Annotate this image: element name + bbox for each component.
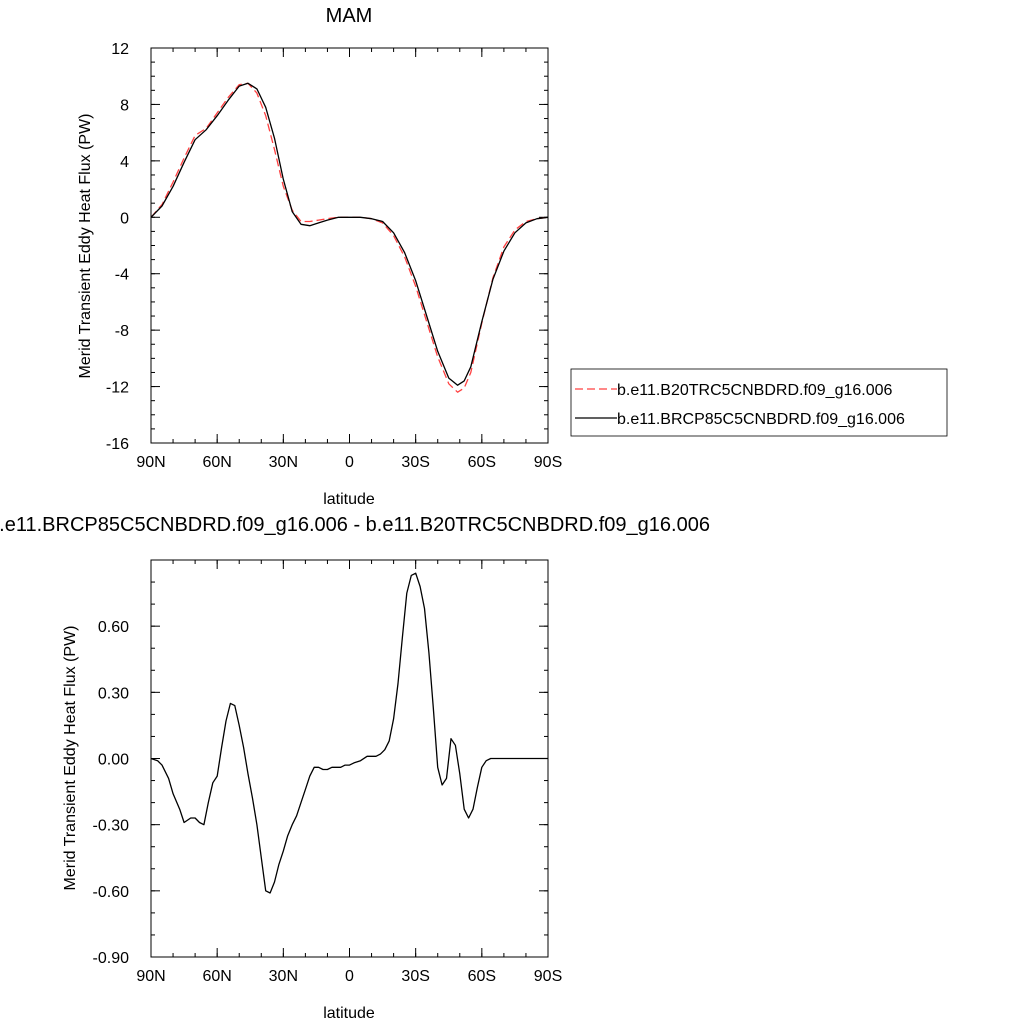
bottom-series-line-0 — [150, 572, 548, 894]
top-x-tick-label: 30N — [269, 454, 298, 471]
bottom-plot-frame — [150, 559, 549, 958]
top-chart-marks: 90N 60N 30N 0 30S 60S 90S 12 8 4 0 -4 -8 -12 -16 — [106, 41, 562, 471]
top-x-tick-label: 90N — [136, 454, 165, 471]
bottom-x-tick-label: 90S — [534, 968, 562, 985]
bottom-y-tick-label: 0.30 — [98, 685, 129, 702]
bottom-y-tick-label: 0.60 — [98, 619, 129, 636]
bottom-chart-marks: 90N 60N 30N 0 30S 60S 90S 0.60 0.30 0.00 -0.30 -0.6… — [93, 559, 562, 985]
bottom-x-tick-label: 30S — [401, 968, 429, 985]
bottom-x-axis-label: latitude — [323, 1005, 375, 1022]
top-x-tick-label: 60S — [468, 454, 496, 471]
bottom-y-tick-label: 0.00 — [98, 752, 129, 769]
legend-label-brcp85: b.e11.BRCP85C5CNBDRD.f09_g16.006 — [617, 411, 905, 428]
top-y-tick-label: -16 — [106, 436, 129, 453]
bottom-x-tick-label: 0 — [345, 968, 354, 985]
top-chart-title: MAM — [326, 5, 373, 27]
top-series-line-1 — [150, 82, 549, 386]
legend-label-b20trc: b.e11.B20TRC5CNBDRD.f09_g16.006 — [617, 382, 893, 399]
bottom-y-tick-label: -0.90 — [93, 950, 130, 967]
bottom-x-tick-label: 30N — [269, 968, 298, 985]
top-y-axis-label: Merid Transient Eddy Heat Flux (PW) — [77, 114, 94, 379]
top-x-tick-label: 0 — [345, 454, 354, 471]
top-x-tick-label: 90S — [534, 454, 562, 471]
top-x-axis-label: latitude — [323, 491, 375, 508]
top-x-tick-label: 60N — [202, 454, 231, 471]
legend-box — [570, 368, 948, 437]
top-panel: MAM 90N 60N 30N 0 30S 60S 90S 12 8 4 0 -4 -8 -12 -16 M… — [77, 5, 562, 508]
top-plot-frame — [150, 47, 549, 444]
bottom-y-axis-label: Merid Transient Eddy Heat Flux (PW) — [62, 626, 79, 891]
top-y-tick-label: -4 — [115, 267, 129, 284]
bottom-y-tick-label: -0.60 — [93, 884, 130, 901]
top-x-tick-label: 30S — [401, 454, 429, 471]
top-y-tick-label: -8 — [115, 323, 129, 340]
bottom-x-tick-label: 90N — [136, 968, 165, 985]
legend: b.e11.B20TRC5CNBDRD.f09_g16.006 b.e11.BR… — [570, 368, 948, 437]
top-y-tick-label: -12 — [106, 380, 129, 397]
bottom-x-tick-label: 60N — [202, 968, 231, 985]
bottom-y-tick-label: -0.30 — [93, 818, 130, 835]
top-y-tick-label: 0 — [120, 210, 129, 227]
top-series-line-0 — [150, 82, 549, 393]
bottom-x-tick-label: 60S — [468, 968, 496, 985]
top-y-tick-label: 4 — [120, 154, 129, 171]
top-y-tick-label: 12 — [111, 41, 129, 58]
bottom-panel: b.e11.BRCP85C5CNBDRD.f09_g16.006 - b.e11… — [0, 514, 710, 1022]
bottom-chart-title: b.e11.BRCP85C5CNBDRD.f09_g16.006 - b.e11… — [0, 514, 710, 536]
top-y-tick-label: 8 — [120, 97, 129, 114]
